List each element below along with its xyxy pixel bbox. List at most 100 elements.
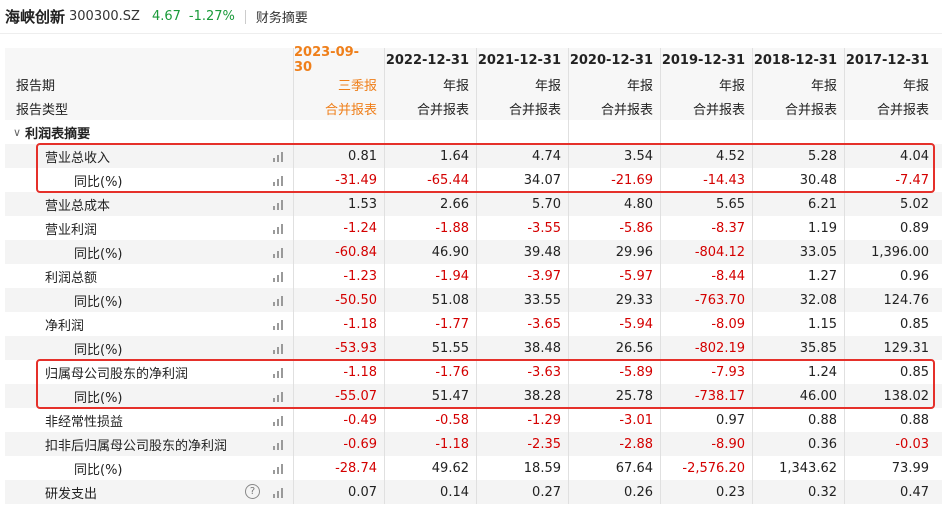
row-label: 扣非后归属母公司股东的净利润 (5, 432, 294, 456)
bar-chart-icon[interactable] (273, 486, 285, 498)
value-cell: 18.59 (477, 456, 569, 480)
bar-chart-icon[interactable] (273, 462, 285, 474)
table-row: 营业总收入 0.81 1.64 4.74 3.54 4.52 5.28 4.04 (5, 144, 942, 168)
bar-chart-icon[interactable] (273, 198, 285, 210)
period-type-row: 报告期 三季报 年报 年报 年报 年报 年报 年报 (5, 72, 942, 96)
value-cell: 5.28 (753, 144, 845, 168)
value-cell: 32.08 (753, 288, 845, 312)
value-cell: 1.15 (753, 312, 845, 336)
row-label-text: 同比(%) (74, 390, 123, 406)
report-period-label: 报告期 (5, 72, 294, 96)
period-type: 年报 (569, 72, 661, 96)
table-row: 同比(%) -55.07 51.47 38.28 25.78 -738.17 46.00 13… (5, 384, 942, 408)
row-label-text: 利润总额 (45, 270, 98, 286)
row-label-text: 扣非后归属母公司股东的净利润 (45, 438, 228, 454)
bar-chart-icon[interactable] (273, 294, 285, 306)
value-cell: 26.56 (569, 336, 661, 360)
value-cell: -55.07 (294, 384, 385, 408)
value-cell: -5.97 (569, 264, 661, 288)
value-cell: -0.49 (294, 408, 385, 432)
row-label: 非经常性损益 (5, 408, 294, 432)
value-cell: -53.93 (294, 336, 385, 360)
value-cell: -5.86 (569, 216, 661, 240)
row-label: 同比(%) (5, 384, 294, 408)
row-label: 营业总收入 (5, 144, 294, 168)
value-cell: -50.50 (294, 288, 385, 312)
empty-cell (294, 120, 385, 144)
value-cell: -763.70 (661, 288, 753, 312)
value-cell: 30.48 (753, 168, 845, 192)
value-cell: -2,576.20 (661, 456, 753, 480)
period-type: 年报 (661, 72, 753, 96)
value-cell: -1.18 (385, 432, 477, 456)
bar-chart-icon[interactable] (273, 150, 285, 162)
value-cell: 51.08 (385, 288, 477, 312)
value-cell: -1.77 (385, 312, 477, 336)
table-row: 同比(%) -28.74 49.62 18.59 67.64 -2,576.20 1,343… (5, 456, 942, 480)
empty-cell (477, 120, 569, 144)
value-cell: 49.62 (385, 456, 477, 480)
period-date: 2022-12-31 (385, 48, 477, 72)
table-row: 归属母公司股东的净利润 -1.18 -1.76 -3.63 -5.89 -7.93 1.24… (5, 360, 942, 384)
bar-chart-icon[interactable] (273, 222, 285, 234)
value-cell: 46.00 (753, 384, 845, 408)
value-cell: -3.55 (477, 216, 569, 240)
value-cell: 4.74 (477, 144, 569, 168)
value-cell: 6.21 (753, 192, 845, 216)
table-row: 利润总额 -1.23 -1.94 -3.97 -5.97 -8.44 1.27 0.96 (5, 264, 942, 288)
row-label: 同比(%) (5, 336, 294, 360)
row-label: 营业利润 (5, 216, 294, 240)
period-date: 2020-12-31 (569, 48, 661, 72)
bar-chart-icon[interactable] (273, 246, 285, 258)
bar-chart-icon[interactable] (273, 318, 285, 330)
table-row: 同比(%) -60.84 46.90 39.48 29.96 -804.12 33.05 1,… (5, 240, 942, 264)
period-scope-row: 报告类型 合并报表 合并报表 合并报表 合并报表 合并报表 合并报表 合并报表 (5, 96, 942, 120)
value-cell: 0.14 (385, 480, 477, 504)
section-header-row: ∨ 利润表摘要 (5, 120, 942, 144)
row-label: 利润总额 (5, 264, 294, 288)
empty-cell (569, 120, 661, 144)
value-cell: -1.94 (385, 264, 477, 288)
value-cell: -60.84 (294, 240, 385, 264)
table-row: 非经常性损益 -0.49 -0.58 -1.29 -3.01 0.97 0.88 0.88 (5, 408, 942, 432)
stock-name[interactable]: 海峡创新 (5, 8, 66, 26)
stock-change: -1.27% (188, 9, 235, 24)
value-cell: 4.04 (900, 148, 929, 164)
value-cell: 33.05 (753, 240, 845, 264)
value-cell: 0.89 (900, 220, 929, 236)
table-row: 净利润 -1.18 -1.77 -3.65 -5.94 -8.09 1.15 0.85 (5, 312, 942, 336)
stock-header: 海峡创新 300300.SZ 4.67 -1.27% 财务摘要 (0, 0, 942, 34)
value-cell: -2.88 (569, 432, 661, 456)
empty-cell (845, 120, 936, 144)
bar-chart-icon[interactable] (273, 366, 285, 378)
value-cell: 67.64 (569, 456, 661, 480)
module-title: 财务摘要 (255, 11, 308, 26)
value-cell: -1.29 (477, 408, 569, 432)
bar-chart-icon[interactable] (273, 438, 285, 450)
value-cell: 0.07 (294, 480, 385, 504)
value-cell: 0.81 (294, 144, 385, 168)
value-cell: 0.85 (900, 316, 929, 332)
value-cell: 5.02 (900, 196, 929, 212)
value-cell: -8.44 (661, 264, 753, 288)
bar-chart-icon[interactable] (273, 270, 285, 282)
value-cell: -14.43 (661, 168, 753, 192)
period-scope: 合并报表 (661, 96, 753, 120)
help-icon[interactable]: ? (245, 484, 260, 499)
value-cell: -5.94 (569, 312, 661, 336)
value-cell: 5.70 (477, 192, 569, 216)
value-cell: -7.93 (661, 360, 753, 384)
value-cell: -31.49 (294, 168, 385, 192)
value-cell: -0.58 (385, 408, 477, 432)
period-scope: 合并报表 (569, 96, 661, 120)
bar-chart-icon[interactable] (273, 390, 285, 402)
period-type: 三季报 (294, 72, 385, 96)
value-cell: -3.01 (569, 408, 661, 432)
period-scope: 合并报表 (876, 102, 929, 118)
value-cell: 51.47 (385, 384, 477, 408)
bar-chart-icon[interactable] (273, 342, 285, 354)
section-toggle[interactable]: ∨ 利润表摘要 (5, 120, 294, 144)
bar-chart-icon[interactable] (273, 414, 285, 426)
bar-chart-icon[interactable] (273, 174, 285, 186)
value-cell: 73.99 (891, 460, 929, 476)
